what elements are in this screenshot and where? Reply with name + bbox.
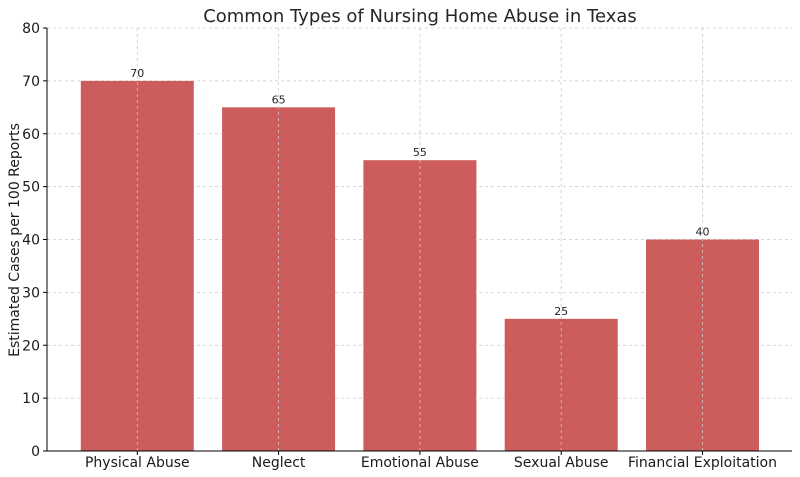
y-tick-label: 80 <box>22 21 40 37</box>
y-tick-label: 50 <box>22 180 40 196</box>
x-tick-label: Neglect <box>252 455 306 471</box>
data-label: 40 <box>696 226 710 239</box>
y-tick-label: 40 <box>22 233 40 249</box>
x-tick-labels: Physical Abuse Neglect Emotional Abuse Sexu… <box>85 451 777 471</box>
y-tick-label: 20 <box>22 338 40 354</box>
y-axis-label: Estimated Cases per 100 Reports <box>7 123 23 357</box>
data-label: 25 <box>554 305 568 318</box>
x-tick-label: Emotional Abuse <box>361 455 479 471</box>
y-tick-label: 0 <box>31 444 40 460</box>
y-ticks: 0 10 20 30 40 50 60 70 80 <box>22 21 47 460</box>
y-tick-label: 30 <box>22 285 40 301</box>
data-labels: 70 65 55 25 40 <box>130 67 709 318</box>
data-label: 70 <box>130 67 144 80</box>
chart-title: Common Types of Nursing Home Abuse in Te… <box>203 6 637 27</box>
y-tick-label: 60 <box>22 127 40 143</box>
y-tick-label: 70 <box>22 74 40 90</box>
data-label: 65 <box>272 93 286 106</box>
bar <box>222 107 336 451</box>
bars <box>80 28 759 451</box>
x-tick-label: Financial Exploitation <box>628 455 777 471</box>
x-tick-label: Physical Abuse <box>85 455 190 471</box>
x-tick-label: Sexual Abuse <box>514 455 609 471</box>
y-tick-label: 10 <box>22 391 40 407</box>
data-label: 55 <box>413 146 427 159</box>
